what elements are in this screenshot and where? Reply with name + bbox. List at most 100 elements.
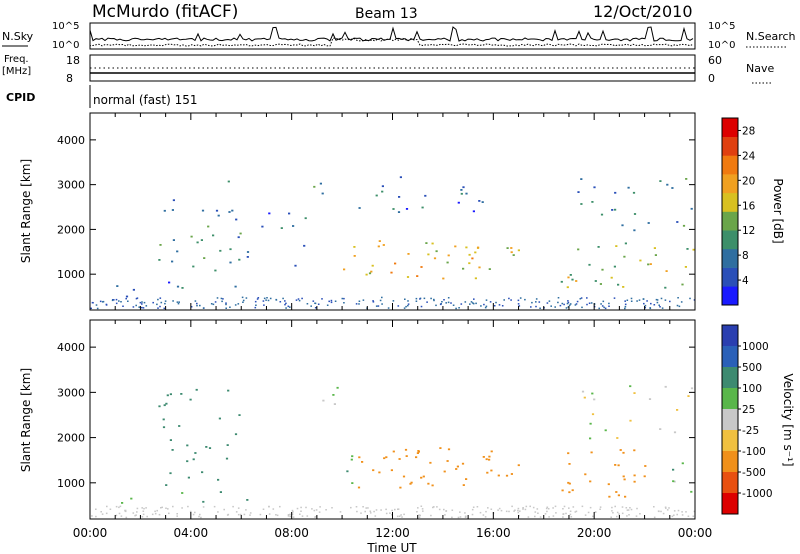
heatmap-cell (474, 277, 477, 280)
heatmap-cell (624, 300, 626, 302)
heatmap-cell (591, 201, 594, 203)
cpid-text: normal (fast) 151 (93, 93, 197, 107)
heatmap-cell (633, 392, 636, 394)
heatmap-cell (554, 306, 556, 308)
heatmap-cell (632, 191, 636, 194)
heatmap-cell (633, 449, 636, 452)
heatmap-cell (519, 297, 522, 299)
heatmap-cell (246, 499, 249, 501)
heatmap-cell (617, 283, 620, 286)
heatmap-cell (187, 505, 189, 508)
heatmap-cell (482, 514, 485, 516)
heatmap-cell (407, 304, 409, 307)
heatmap-cell (647, 222, 650, 224)
heatmap-cell (192, 458, 195, 461)
heatmap-cell (497, 509, 499, 511)
heatmap-cell (399, 486, 402, 489)
heatmap-cell (665, 507, 667, 509)
heatmap-cell (92, 302, 94, 304)
heatmap-cell (673, 480, 676, 483)
heatmap-cell (160, 507, 162, 509)
nave-tick-bottom: 0 (708, 72, 715, 85)
x-tick-label: 04:00 (174, 526, 209, 540)
heatmap-cell (472, 302, 475, 305)
y-tick-label: 2000 (57, 223, 85, 236)
heatmap-cell (489, 301, 492, 303)
heatmap-cell (300, 506, 302, 509)
heatmap-cell (498, 507, 501, 510)
heatmap-cell (300, 510, 302, 512)
heatmap-cell (305, 506, 307, 509)
heatmap-cell (598, 307, 600, 310)
heatmap-cell (142, 513, 145, 516)
heatmap-cell (249, 514, 251, 516)
heatmap-cell (624, 495, 627, 498)
heatmap-cell (508, 510, 510, 513)
heatmap-cell (680, 301, 683, 303)
heatmap-cell (385, 512, 388, 515)
heatmap-cell (141, 301, 143, 303)
heatmap-cell (229, 248, 232, 251)
colorbar-segment (722, 136, 738, 156)
y-tick-label: 2000 (57, 432, 85, 445)
heatmap-cell (136, 511, 138, 513)
heatmap-cell (291, 513, 294, 515)
heatmap-cell (575, 303, 578, 305)
heatmap-cell (287, 515, 290, 517)
heatmap-cell (625, 507, 628, 509)
heatmap-cell (255, 304, 257, 306)
heatmap-cell (567, 452, 570, 455)
heatmap-cell (154, 510, 156, 513)
heatmap-cell (586, 303, 588, 306)
noise-right-tick-top: 10^5 (708, 21, 735, 32)
heatmap-cell (455, 307, 457, 310)
heatmap-cell (562, 513, 565, 515)
heatmap-cell (196, 304, 198, 307)
power-y-axis-label: Slant Range [km] (19, 159, 33, 263)
heatmap-cell (216, 297, 219, 299)
heatmap-cell (693, 510, 696, 513)
heatmap-cell (232, 505, 234, 508)
heatmap-cell (158, 259, 161, 261)
heatmap-cell (369, 512, 372, 514)
heatmap-cell (200, 516, 202, 519)
heatmap-cell (288, 212, 291, 215)
heatmap-cell (220, 297, 223, 300)
heatmap-cell (390, 271, 393, 274)
velocity-y-axis-label: Slant Range [km] (19, 368, 33, 472)
heatmap-cell (400, 514, 402, 516)
heatmap-cell (313, 185, 316, 188)
heatmap-cell (614, 505, 616, 508)
heatmap-cell (141, 516, 144, 518)
heatmap-cell (120, 301, 122, 303)
heatmap-cell (468, 253, 471, 256)
heatmap-cell (134, 514, 136, 517)
heatmap-cell (566, 286, 569, 289)
heatmap-cell (100, 511, 102, 513)
heatmap-cell (447, 448, 451, 451)
heatmap-cell (443, 470, 446, 473)
heatmap-cell (370, 270, 373, 273)
heatmap-cell (629, 385, 632, 388)
heatmap-cell (404, 448, 408, 451)
heatmap-cell (442, 277, 445, 280)
colorbar-segment (722, 174, 738, 194)
velocity-panel-background (90, 320, 695, 519)
heatmap-cell (171, 260, 174, 263)
freq-label-line1: Freq. (4, 54, 29, 65)
heatmap-cell (268, 212, 271, 215)
heatmap-cell (326, 304, 329, 306)
heatmap-cell (225, 303, 227, 306)
heatmap-cell (259, 513, 262, 516)
heatmap-cell (397, 211, 401, 213)
heatmap-cell (380, 509, 382, 511)
heatmap-cell (315, 516, 317, 518)
heatmap-cell (106, 505, 108, 508)
heatmap-cell (254, 306, 257, 309)
heatmap-cell (95, 508, 97, 510)
heatmap-cell (460, 189, 463, 191)
heatmap-cell (611, 510, 613, 512)
heatmap-cell (113, 299, 115, 301)
x-axis-label: Time UT (366, 541, 417, 554)
heatmap-cell (458, 307, 460, 309)
